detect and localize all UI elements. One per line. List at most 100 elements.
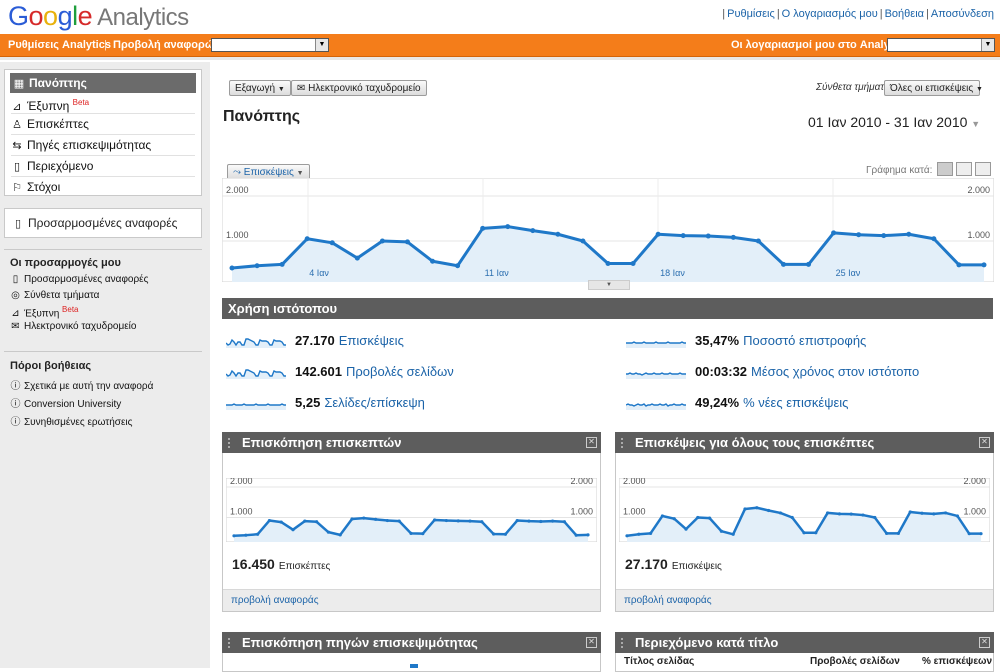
visits-chart-data-point[interactable]	[731, 532, 735, 536]
visits-chart-data-point[interactable]	[719, 529, 723, 533]
main-chart-data-point[interactable]	[555, 231, 561, 237]
main-chart-data-point[interactable]	[505, 224, 511, 230]
main-chart-data-point[interactable]	[455, 263, 461, 269]
visitors-chart-data-point[interactable]	[374, 517, 378, 521]
visitors-chart-data-point[interactable]	[362, 516, 366, 520]
conversion-university-link[interactable]: ⓘ Conversion University	[10, 395, 122, 410]
main-chart-data-point[interactable]	[229, 265, 235, 271]
view-report-link[interactable]: προβολή αναφοράς	[624, 595, 712, 606]
visitors-chart-data-point[interactable]	[350, 517, 354, 521]
main-chart-data-point[interactable]	[931, 236, 937, 242]
visits-chart-data-point[interactable]	[649, 531, 653, 535]
close-icon[interactable]: ✕	[586, 437, 597, 448]
visitors-chart-data-point[interactable]	[503, 532, 507, 536]
visits-chart-data-point[interactable]	[932, 512, 936, 516]
main-chart-data-point[interactable]	[580, 238, 586, 244]
visitors-chart-data-point[interactable]	[515, 518, 519, 523]
visitors-chart-data-point[interactable]	[267, 518, 271, 523]
main-chart-data-point[interactable]	[530, 228, 536, 234]
visitors-chart-data-point[interactable]	[279, 520, 283, 524]
faq-link[interactable]: ⓘ Συνηθισμένες ερωτήσεις	[10, 413, 133, 428]
date-range-picker[interactable]: 01 Ιαν 2010 - 31 Ιαν 2010 ▼	[808, 114, 981, 130]
visitors-chart-data-point[interactable]	[385, 518, 389, 523]
sidebar-item-visitors[interactable]: ♙ Επισκέπτες	[11, 114, 195, 135]
visits-chart-data-point[interactable]	[826, 511, 830, 515]
main-chart-data-point[interactable]	[279, 261, 285, 267]
visits-chart-data-point[interactable]	[837, 512, 841, 516]
sidebar-item-goals[interactable]: ⚐ Στόχοι	[11, 177, 195, 197]
metric-select[interactable]: ⤳ Επισκέψεις ▼	[227, 164, 310, 180]
main-chart-data-point[interactable]	[254, 263, 260, 269]
main-chart-data-point[interactable]	[354, 255, 360, 261]
settings-link[interactable]: Ρυθμίσεις	[727, 8, 775, 20]
drag-handle[interactable]	[621, 438, 629, 448]
visitors-chart-data-point[interactable]	[551, 519, 555, 523]
chart-collapse-handle[interactable]: ▼	[588, 280, 630, 290]
all-visits-header[interactable]: Επισκέψεις για όλους τους επισκέπτες ✕	[615, 432, 994, 453]
visits-chart-data-point[interactable]	[873, 515, 877, 520]
content-by-title-header[interactable]: Περιεχόμενο κατά τίτλο ✕	[615, 632, 994, 653]
email-button[interactable]: ✉ Ηλεκτρονικό ταχυδρομείο	[291, 80, 427, 96]
stat-label-link[interactable]: Μέσος χρόνος στον ιστότοπο	[751, 364, 920, 379]
stat-label-link[interactable]: Προβολές σελίδων	[346, 364, 454, 379]
analytics-settings-link[interactable]: Ρυθμίσεις Analytics	[8, 39, 111, 51]
sign-out-link[interactable]: Αποσύνδεση	[930, 8, 994, 20]
close-icon[interactable]: ✕	[979, 437, 990, 448]
visitors-chart-data-point[interactable]	[492, 532, 496, 536]
visitors-chart-data-point[interactable]	[539, 519, 543, 524]
intelligence-link[interactable]: ⊿ Έξυπνη Beta	[11, 305, 79, 320]
visits-chart-data-point[interactable]	[778, 511, 782, 515]
custom-reports-link[interactable]: ▯ Προσαρμοσμένες αναφορές	[10, 274, 149, 285]
visits-chart-data-point[interactable]	[885, 531, 889, 535]
stat-label-link[interactable]: % νέες επισκέψεις	[743, 395, 849, 410]
main-chart-data-point[interactable]	[480, 225, 486, 231]
visitors-chart-data-point[interactable]	[562, 520, 566, 524]
stat-label-link[interactable]: Ποσοστό επιστροφής	[743, 333, 867, 348]
stat-label-link[interactable]: Επισκέψεις	[338, 333, 404, 348]
visits-chart-data-point[interactable]	[814, 531, 818, 535]
main-chart-data-point[interactable]	[304, 236, 310, 242]
visits-chart-data-point[interactable]	[967, 532, 971, 536]
email-link[interactable]: ✉ Ηλεκτρονικό ταχυδρομείο	[11, 321, 137, 332]
visits-chart-data-point[interactable]	[979, 532, 983, 536]
visitors-chart-data-point[interactable]	[256, 532, 260, 536]
visitors-overview-header[interactable]: Επισκόπηση επισκεπτών ✕	[222, 432, 601, 453]
day-view-button[interactable]	[937, 162, 953, 176]
main-chart-data-point[interactable]	[430, 258, 436, 264]
visitors-chart-data-point[interactable]	[232, 534, 236, 538]
visitors-chart-data-point[interactable]	[468, 519, 472, 523]
stat-label-link[interactable]: Σελίδες/επίσκεψη	[324, 395, 425, 410]
main-chart-data-point[interactable]	[780, 261, 786, 267]
main-chart-data-point[interactable]	[630, 261, 636, 266]
main-chart-data-point[interactable]	[981, 262, 987, 268]
close-icon[interactable]: ✕	[979, 637, 990, 648]
visitors-chart-data-point[interactable]	[291, 528, 295, 532]
visits-chart-data-point[interactable]	[743, 507, 747, 511]
drag-handle[interactable]	[621, 638, 629, 648]
main-chart-data-point[interactable]	[831, 230, 837, 236]
visits-chart-data-point[interactable]	[944, 511, 948, 515]
week-view-button[interactable]	[956, 162, 972, 176]
main-chart-data-point[interactable]	[856, 232, 862, 238]
visitors-chart-data-point[interactable]	[244, 533, 248, 537]
visits-chart-data-point[interactable]	[684, 527, 688, 531]
help-link[interactable]: Βοήθεια	[884, 8, 924, 20]
visits-chart-data-point[interactable]	[696, 515, 700, 520]
view-reports-select[interactable]: ▼	[211, 38, 329, 52]
visitors-chart-data-point[interactable]	[326, 530, 330, 534]
visits-chart-data-point[interactable]	[908, 510, 912, 514]
my-accounts-select[interactable]: ▼	[887, 38, 995, 52]
main-chart-data-point[interactable]	[605, 261, 611, 266]
visitors-chart-data-point[interactable]	[315, 520, 319, 524]
export-button[interactable]: Εξαγωγή ▼	[229, 80, 291, 96]
traffic-sources-header[interactable]: Επισκόπηση πηγών επισκεψιμότητας ✕	[222, 632, 601, 653]
visits-chart-data-point[interactable]	[790, 515, 794, 520]
main-chart-data-point[interactable]	[906, 231, 912, 237]
visitors-chart-data-point[interactable]	[574, 533, 578, 537]
view-report-link[interactable]: προβολή αναφοράς	[231, 595, 319, 606]
visits-chart-data-point[interactable]	[708, 516, 712, 520]
visitors-chart-data-point[interactable]	[421, 532, 425, 536]
visitors-chart-data-point[interactable]	[586, 533, 590, 537]
visits-chart-data-point[interactable]	[802, 531, 806, 535]
custom-reports-box[interactable]: ▯ Προσαρμοσμένες αναφορές	[4, 208, 202, 238]
